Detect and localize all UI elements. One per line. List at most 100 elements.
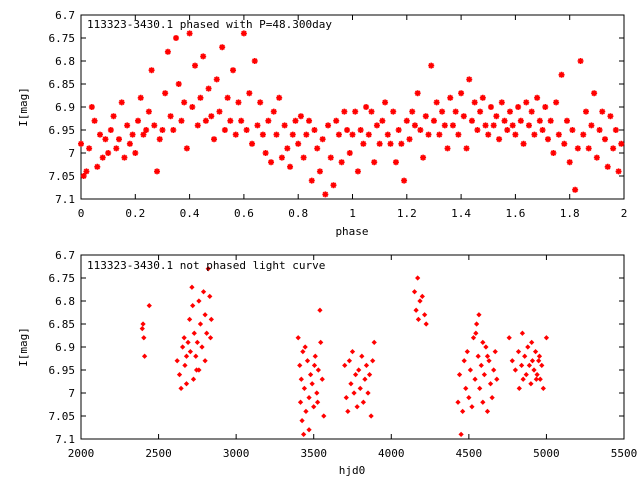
data-point [363,362,370,369]
data-point [185,339,191,346]
data-point [360,399,366,405]
data-point [345,408,351,415]
data-point [536,358,542,364]
data-point [419,293,425,300]
data-point [221,127,228,133]
data-point [390,108,397,115]
data-point [297,362,303,369]
data-point [321,413,327,419]
data-point [143,127,150,133]
data-point [173,35,180,41]
data-point [284,145,291,152]
data-point [366,371,373,378]
data-point [146,302,152,309]
data-point [300,154,307,161]
data-point [183,381,190,387]
data-point [254,122,261,129]
data-point [348,381,354,387]
data-point [463,385,469,392]
data-point [490,122,497,129]
data-point [129,131,136,138]
data-point [175,81,182,87]
data-point [365,131,372,138]
data-point [536,117,543,124]
data-point [170,127,177,133]
y-axis-ticks: 6.7 6.75 6.8 6.85 6.9 6.95 7 7.05 7.1 [49,9,624,206]
data-point [604,163,611,170]
data-point [582,108,589,115]
data-point [493,113,500,120]
data-point [299,417,305,424]
y-axis-label: I[mag] [17,87,30,127]
data-point [311,362,318,369]
y-tick-label: 7.05 [49,170,76,183]
data-points [139,266,550,438]
data-point [197,94,204,101]
data-point [536,353,543,359]
plot-frame [80,254,625,440]
data-point [516,385,522,392]
data-point [208,113,215,120]
data-point [342,362,348,369]
x-tick-label: 3000 [223,447,250,460]
data-point [91,117,98,124]
data-point [216,108,223,115]
data-point [483,344,489,350]
data-point [509,358,515,364]
y-tick-label: 6.85 [49,318,76,331]
data-point [196,298,202,304]
data-point [301,431,307,438]
x-tick-label: 4500 [456,447,483,460]
data-point [484,353,491,359]
data-point [441,122,448,129]
data-point [469,404,475,410]
y-tick-label: 6.9 [55,341,75,354]
data-point [349,348,356,355]
data-point [362,376,368,382]
y-tick-label: 6.75 [49,272,76,285]
data-point [306,117,313,124]
data-point [371,339,377,346]
data-point [512,367,519,373]
data-point [468,117,475,124]
data-point [417,298,423,304]
data-point [561,140,568,147]
data-point [526,362,532,369]
data-point [484,408,491,415]
data-point [512,131,519,138]
data-point [139,325,145,332]
data-point [338,159,345,166]
chart-title: 113323-3430.1 not phased light curve [87,259,325,272]
data-point [202,312,208,318]
data-point [141,353,148,359]
data-point [547,117,554,124]
data-point [300,348,306,355]
data-point [480,399,486,405]
y-tick-label: 7 [68,387,75,400]
x-tick-label: 1.6 [505,207,525,220]
data-point [572,186,579,193]
data-point [318,339,324,346]
data-point [189,104,196,110]
data-point [306,427,312,433]
data-point [460,113,467,120]
data-point [311,404,317,410]
data-point [384,131,391,138]
data-point [287,163,294,170]
data-point [312,353,318,359]
data-point [105,150,112,156]
data-point [315,367,321,373]
data-point [354,404,360,410]
data-point [543,335,550,341]
data-point [473,321,480,327]
data-point [219,44,226,51]
data-point [110,113,117,120]
data-point [482,122,489,129]
data-point [406,136,413,143]
data-point [494,376,500,382]
data-point [506,108,513,115]
data-points [78,30,625,198]
data-point [268,159,275,166]
data-point [270,108,277,115]
y-tick-label: 6.9 [55,101,75,114]
